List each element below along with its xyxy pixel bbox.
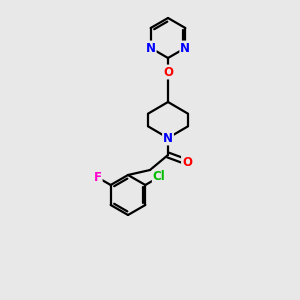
- Text: N: N: [180, 41, 190, 55]
- Text: O: O: [182, 155, 192, 169]
- Text: N: N: [146, 41, 156, 55]
- Text: N: N: [163, 131, 173, 145]
- Text: F: F: [94, 171, 102, 184]
- Text: O: O: [163, 65, 173, 79]
- Text: Cl: Cl: [153, 170, 166, 184]
